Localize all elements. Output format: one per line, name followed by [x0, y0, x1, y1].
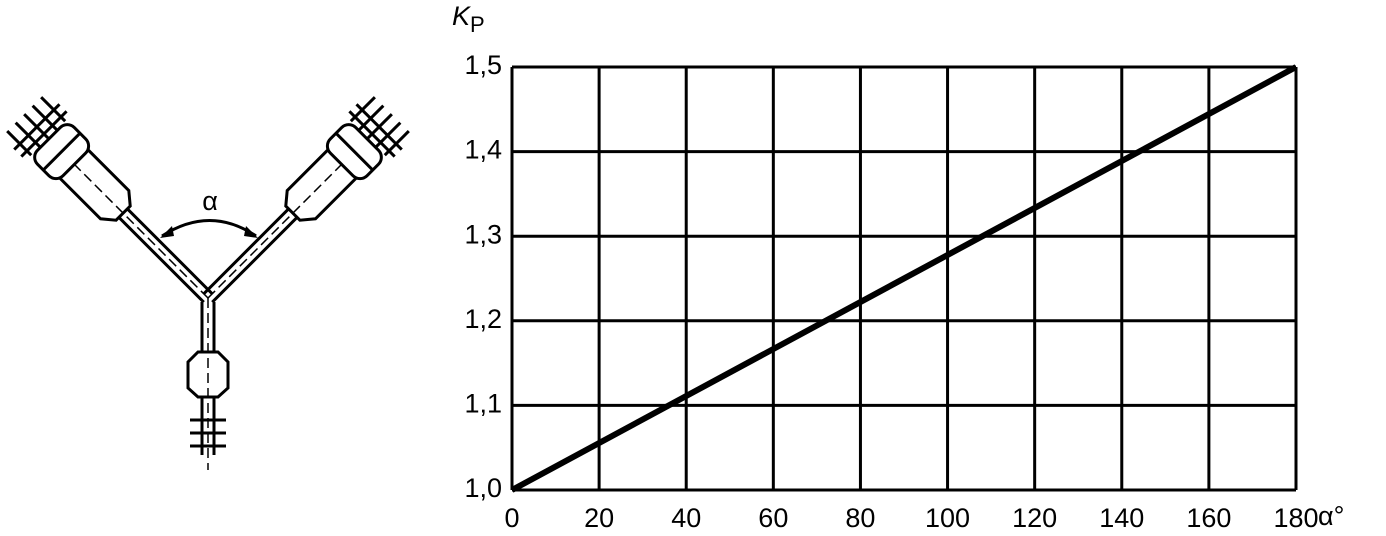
y-tick-label: 1,3 — [464, 219, 502, 249]
x-tick-label: 180 — [1273, 503, 1318, 533]
x-tick-label: 100 — [925, 503, 970, 533]
y-tick-label: 1,5 — [464, 50, 502, 80]
x-tick-label: 80 — [845, 503, 875, 533]
y-tick-label: 1,2 — [464, 304, 502, 334]
y-label-symbol: K — [452, 1, 471, 31]
x-tick-label: 120 — [1012, 503, 1057, 533]
x-tick-label: 0 — [504, 503, 519, 533]
y-axis-label: KP — [452, 1, 485, 37]
y-tick-label: 1,1 — [464, 389, 502, 419]
x-tick-label: 60 — [758, 503, 788, 533]
angle-label: α — [202, 186, 218, 216]
x-tick-label: 140 — [1099, 503, 1144, 533]
x-tick-label: 20 — [584, 503, 614, 533]
y-tick-label: 1,0 — [464, 473, 502, 503]
data-line — [510, 64, 1298, 493]
x-tick-label: 40 — [671, 503, 701, 533]
pipe-diagram: α — [6, 96, 410, 470]
x-tick-label: 160 — [1186, 503, 1231, 533]
y-tick-label: 1,4 — [464, 135, 502, 165]
y-label-subscript: P — [470, 12, 485, 37]
x-axis-label: α° — [1318, 501, 1344, 531]
